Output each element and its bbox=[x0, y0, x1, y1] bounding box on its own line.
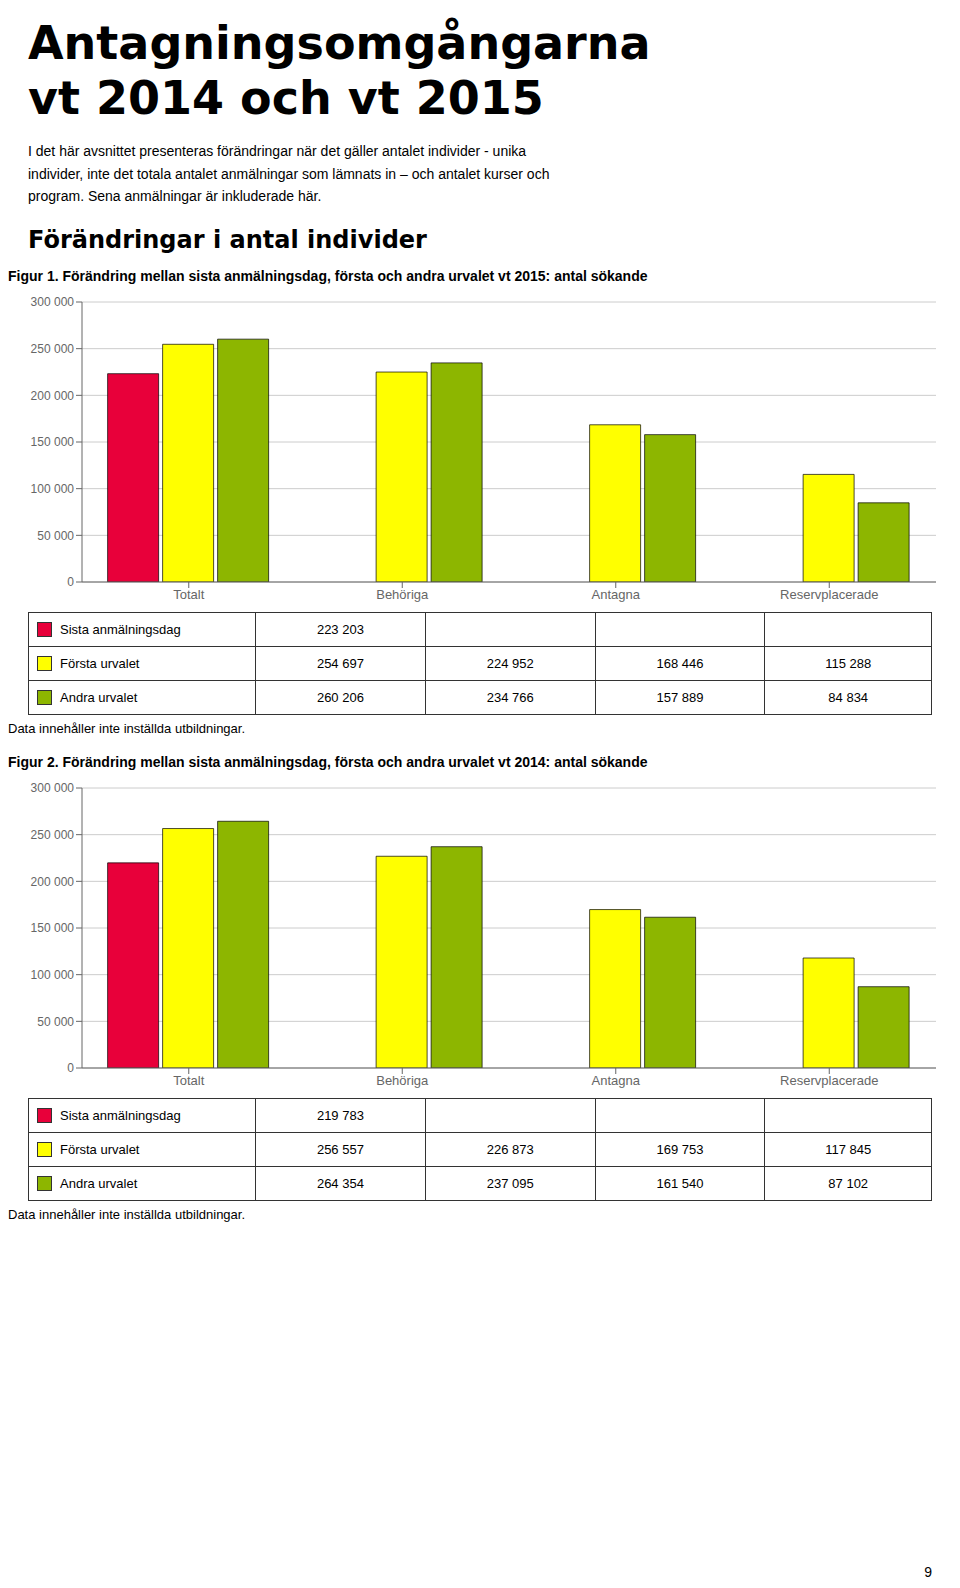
html-text:254 697: 254 697 bbox=[316, 655, 364, 671]
html-text:223 203: 223 203 bbox=[316, 621, 364, 637]
svg-text:100 000: 100 000 bbox=[31, 967, 75, 981]
html-text:Andra urvalet: Andra urvalet bbox=[60, 690, 138, 706]
html-text:226 873: 226 873 bbox=[486, 1141, 534, 1157]
svg-text:Behöriga: Behöriga bbox=[376, 1073, 429, 1088]
html-text:256 557: 256 557 bbox=[316, 1141, 364, 1157]
html-text:264 354: 264 354 bbox=[316, 1175, 364, 1191]
svg-text:Totalt: Totalt bbox=[173, 1073, 204, 1088]
html-text:Data innehåller inte inställda: Data innehåller inte inställda utbildnin… bbox=[8, 720, 245, 736]
html-text:Andra urvalet: Andra urvalet bbox=[60, 1176, 138, 1192]
html-text:234 766: 234 766 bbox=[486, 689, 534, 705]
svg-text:150 000: 150 000 bbox=[31, 435, 75, 449]
html-text:237 095: 237 095 bbox=[486, 1175, 534, 1191]
svg-text:0: 0 bbox=[67, 1061, 74, 1075]
html-text:I det här avsnittet presentera: I det här avsnittet presenteras förändri… bbox=[28, 143, 550, 205]
svg-text:50 000: 50 000 bbox=[37, 1014, 74, 1028]
html-text:219 783: 219 783 bbox=[316, 1107, 364, 1123]
svg-text:200 000: 200 000 bbox=[31, 388, 75, 402]
svg-text:Reservplacerade: Reservplacerade bbox=[780, 587, 878, 602]
html-text:157 889: 157 889 bbox=[656, 689, 704, 705]
html-text:Figur 2. Förändring mellan sis: Figur 2. Förändring mellan sista anmälni… bbox=[8, 753, 648, 770]
html-text:Antagningsomgångarna vt 2014 o: Antagningsomgångarna vt 2014 och vt 2015 bbox=[28, 16, 651, 126]
svg-text:Antagna: Antagna bbox=[592, 587, 641, 602]
html-text:168 446: 168 446 bbox=[656, 655, 704, 671]
svg-text:0: 0 bbox=[67, 575, 74, 589]
html-text:224 952: 224 952 bbox=[486, 655, 534, 671]
html-text:Första urvalet: Första urvalet bbox=[60, 1142, 140, 1158]
svg-text:Reservplacerade: Reservplacerade bbox=[780, 1073, 878, 1088]
html-text:Första urvalet: Första urvalet bbox=[60, 656, 140, 672]
html-text:117 845: 117 845 bbox=[825, 1141, 872, 1157]
html-text:87 102: 87 102 bbox=[828, 1175, 869, 1191]
html-text:260 206: 260 206 bbox=[316, 689, 364, 705]
html-text:Förändringar i antal individer: Förändringar i antal individer bbox=[28, 225, 427, 254]
html-text:Data innehåller inte inställda: Data innehåller inte inställda utbildnin… bbox=[8, 1206, 245, 1222]
html-text:Sista anmälningsdag: Sista anmälningsdag bbox=[60, 622, 181, 638]
html-text:84 834: 84 834 bbox=[828, 689, 869, 705]
svg-text:300 000: 300 000 bbox=[31, 781, 75, 795]
html-text:161 540: 161 540 bbox=[656, 1175, 704, 1191]
svg-text:Behöriga: Behöriga bbox=[376, 587, 429, 602]
html-text:169 753: 169 753 bbox=[656, 1141, 704, 1157]
svg-text:100 000: 100 000 bbox=[31, 481, 75, 495]
svg-text:200 000: 200 000 bbox=[31, 874, 75, 888]
svg-text:300 000: 300 000 bbox=[31, 295, 75, 309]
svg-text:50 000: 50 000 bbox=[37, 528, 74, 542]
html-text:9: 9 bbox=[924, 1564, 932, 1580]
html-text:Figur 1. Förändring mellan sis: Figur 1. Förändring mellan sista anmälni… bbox=[8, 267, 648, 284]
svg-text:Antagna: Antagna bbox=[592, 1073, 641, 1088]
html-text:Sista anmälningsdag: Sista anmälningsdag bbox=[60, 1108, 181, 1124]
svg-text:Totalt: Totalt bbox=[173, 587, 204, 602]
svg-text:250 000: 250 000 bbox=[31, 827, 75, 841]
html-text:115 288: 115 288 bbox=[825, 655, 872, 671]
svg-text:250 000: 250 000 bbox=[31, 341, 75, 355]
svg-text:150 000: 150 000 bbox=[31, 921, 75, 935]
